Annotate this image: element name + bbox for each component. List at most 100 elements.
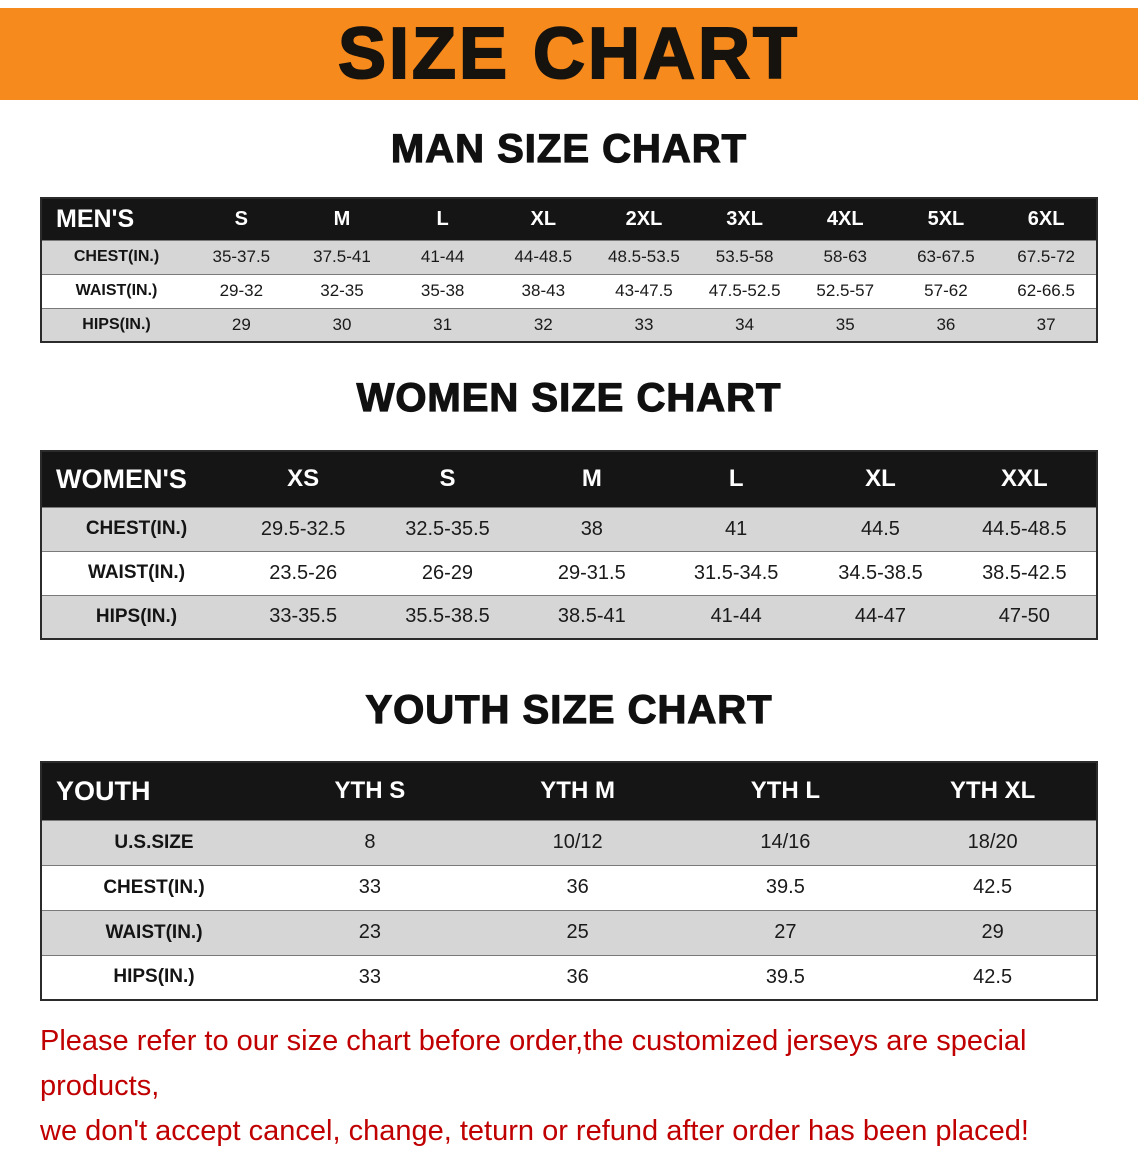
- measurement-value-cell: 36: [566, 965, 589, 988]
- measurement-value-cell: 38: [580, 517, 603, 540]
- measurement-value-cell: 67.5-72: [1017, 247, 1075, 266]
- measurement-value-cell: 38.5-41: [557, 605, 626, 628]
- table-row: WAIST(IN.) 23 25 27 29: [41, 910, 1097, 955]
- disclaimer-line-1: Please refer to our size chart before or…: [40, 1025, 1027, 1102]
- measurement-value-cell: 33: [634, 314, 654, 334]
- size-header-cell: 3XL: [726, 207, 763, 230]
- size-header-cell: XXL: [1000, 465, 1048, 493]
- table-row: HIPS(IN.) 29 30 31 32 33 34 35 36 37: [41, 308, 1097, 342]
- measurement-value-cell: 35-37.5: [212, 247, 271, 266]
- measurement-value-cell: 41-44: [710, 605, 762, 628]
- measurement-value-cell: 8: [364, 831, 376, 853]
- measurement-label-cell: HIPS(IN.): [82, 315, 151, 333]
- measurement-label-cell: CHEST(IN.): [103, 876, 205, 898]
- table-row: CHEST(IN.) 35-37.5 37.5-41 41-44 44-48.5 48.5…: [41, 240, 1097, 274]
- table-row: WAIST(IN.) 23.5-26 26-29 29-31.5 31.5-34.5 34…: [41, 551, 1097, 595]
- measurement-value-cell: 47-50: [998, 605, 1050, 628]
- measurement-label-cell: WAIST(IN.): [105, 921, 203, 943]
- measurement-value-cell: 48.5-53.5: [608, 247, 680, 266]
- table-row: HIPS(IN.) 33 36 39.5 42.5: [41, 955, 1097, 1000]
- youth-size-chart-heading: YOUTH SIZE CHART: [365, 687, 773, 732]
- measurement-value-cell: 34: [735, 314, 755, 334]
- size-header-cell: M: [333, 207, 351, 230]
- measurement-value-cell: 23.5-26: [269, 561, 338, 584]
- measurement-value-cell: 32: [533, 314, 553, 334]
- measurement-value-cell: 29-32: [219, 281, 264, 300]
- size-header-cell: L: [728, 465, 744, 493]
- measurement-value-cell: 33: [358, 876, 381, 898]
- measurement-value-cell: 32.5-35.5: [405, 517, 490, 540]
- measurement-value-cell: 34.5-38.5: [838, 561, 923, 584]
- table-row: WAIST(IN.) 29-32 32-35 35-38 38-43 43-47.5 47.…: [41, 274, 1097, 308]
- measurement-value-cell: 10/12: [552, 831, 603, 853]
- measurement-value-cell: 31: [433, 314, 453, 334]
- measurement-value-cell: 43-47.5: [615, 281, 673, 300]
- measurement-value-cell: 14/16: [760, 831, 811, 853]
- measurement-value-cell: 41: [725, 517, 748, 540]
- table-row: HIPS(IN.) 33-35.5 35.5-38.5 38.5-41 41-44 44-…: [41, 595, 1097, 639]
- measurement-value-cell: 35.5-38.5: [405, 605, 490, 628]
- measurement-value-cell: 52.5-57: [816, 281, 875, 300]
- measurement-label-cell: WAIST(IN.): [75, 282, 158, 299]
- measurement-label-cell: U.S.SIZE: [114, 831, 194, 853]
- size-header-cell: YTH XL: [949, 777, 1036, 805]
- measurement-value-cell: 36: [936, 314, 956, 334]
- size-header-cell: S: [234, 207, 248, 230]
- table-header-row: MEN'S S M L XL 2XL 3XL 4XL 5XL 6XL: [41, 198, 1097, 240]
- measurement-label-cell: HIPS(IN.): [95, 605, 178, 627]
- size-chart-banner: SIZE CHART: [0, 8, 1138, 100]
- women-size-chart-heading: WOMEN SIZE CHART: [356, 375, 782, 420]
- measurement-value-cell: 53.5-58: [715, 247, 774, 266]
- measurement-value-cell: 30: [332, 314, 352, 334]
- table-row: CHEST(IN.) 33 36 39.5 42.5: [41, 865, 1097, 910]
- measurement-value-cell: 38.5-42.5: [982, 561, 1067, 584]
- size-chart-page: SIZE CHART MAN SIZE CHART MEN'S S M L XL 2XL 3…: [0, 8, 1138, 1154]
- table-header-row: WOMEN'S XS S M L XL XXL: [41, 451, 1097, 507]
- size-header-cell: YTH S: [334, 777, 406, 805]
- disclaimer: Please refer to our size chart before or…: [40, 1019, 1102, 1154]
- measurement-value-cell: 38-43: [521, 281, 566, 300]
- measurement-value-cell: 44.5: [861, 517, 900, 540]
- men-size-table: MEN'S S M L XL 2XL 3XL 4XL 5XL 6XL CHEST(IN.) 35-37…: [40, 197, 1098, 343]
- size-header-cell: 2XL: [625, 207, 663, 230]
- size-header-cell: YTH M: [540, 777, 615, 805]
- size-header-cell: XL: [530, 207, 557, 230]
- measurement-value-cell: 29-31.5: [557, 561, 626, 584]
- page-title: SIZE CHART: [337, 14, 800, 94]
- measurement-value-cell: 37: [1036, 314, 1056, 334]
- measurement-value-cell: 27: [774, 921, 797, 943]
- measurement-value-cell: 44-48.5: [514, 247, 573, 266]
- table-header-row: YOUTH YTH S YTH M YTH L YTH XL: [41, 762, 1097, 820]
- measurement-value-cell: 23: [358, 921, 381, 943]
- measurement-label-cell: CHEST(IN.): [85, 518, 188, 539]
- table-title-cell: YOUTH: [56, 775, 151, 806]
- measurement-value-cell: 42.5: [973, 965, 1013, 988]
- measurement-label-cell: WAIST(IN.): [87, 562, 186, 583]
- table-row: U.S.SIZE 8 10/12 14/16 18/20: [41, 820, 1097, 865]
- measurement-value-cell: 29: [981, 921, 1004, 943]
- measurement-value-cell: 44.5-48.5: [982, 517, 1067, 540]
- measurement-value-cell: 29: [231, 314, 251, 334]
- size-header-cell: XS: [287, 465, 320, 493]
- women-size-table: WOMEN'S XS S M L XL XXL CHEST(IN.) 29.5-32.5 32.5…: [40, 450, 1098, 640]
- measurement-value-cell: 39.5: [765, 965, 805, 988]
- size-header-cell: 6XL: [1027, 207, 1065, 230]
- measurement-value-cell: 33: [358, 965, 381, 988]
- measurement-value-cell: 35-38: [420, 281, 465, 300]
- man-size-chart-heading: MAN SIZE CHART: [390, 126, 748, 171]
- size-header-cell: YTH L: [750, 777, 821, 805]
- size-header-cell: 5XL: [927, 207, 965, 230]
- measurement-label-cell: CHEST(IN.): [73, 248, 160, 265]
- measurement-value-cell: 35: [835, 314, 855, 334]
- table-row: CHEST(IN.) 29.5-32.5 32.5-35.5 38 41 44.5 44.5…: [41, 507, 1097, 551]
- size-header-cell: M: [581, 465, 602, 493]
- youth-size-table: YOUTH YTH S YTH M YTH L YTH XL U.S.SIZE 8 10/12…: [40, 761, 1098, 1001]
- man-size-section: MAN SIZE CHART MEN'S S M L XL 2XL 3XL 4XL 5XL 6XL…: [0, 126, 1138, 343]
- measurement-value-cell: 47.5-52.5: [708, 281, 781, 300]
- table-title-cell: WOMEN'S: [56, 463, 187, 494]
- measurement-value-cell: 41-44: [420, 247, 465, 266]
- measurement-value-cell: 44-47: [854, 605, 907, 628]
- size-header-cell: L: [436, 207, 449, 230]
- measurement-value-cell: 26-29: [421, 561, 474, 584]
- measurement-value-cell: 18/20: [967, 831, 1018, 853]
